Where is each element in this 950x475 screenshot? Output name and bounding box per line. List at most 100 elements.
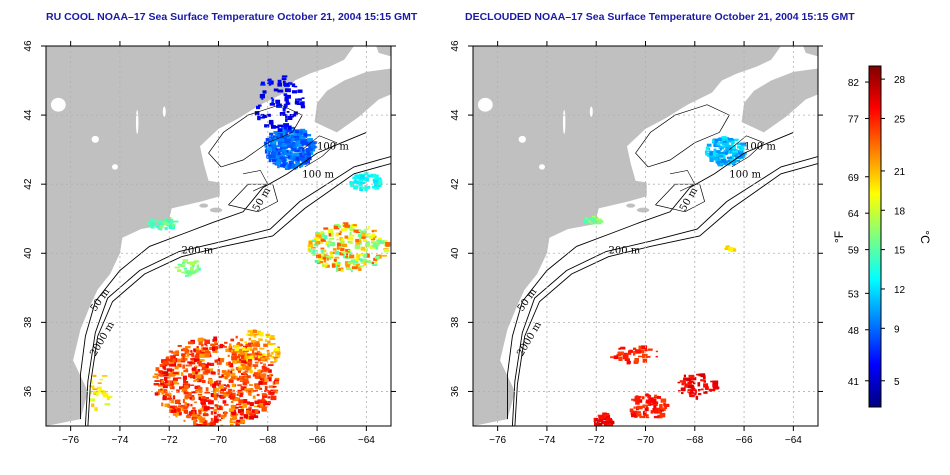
sst-pixel bbox=[722, 141, 727, 143]
sst-pixel bbox=[243, 399, 248, 404]
sst-pixel bbox=[234, 375, 238, 380]
sst-pixel bbox=[374, 186, 380, 190]
sst-pixel bbox=[237, 389, 242, 392]
sst-pixel bbox=[288, 82, 293, 84]
island bbox=[199, 203, 209, 208]
sst-pixel bbox=[302, 152, 305, 157]
sst-pixel bbox=[194, 371, 198, 375]
sst-pixel bbox=[205, 387, 209, 392]
sst-pixel bbox=[365, 243, 370, 248]
sst-pixel bbox=[358, 177, 363, 182]
sst-pixel bbox=[271, 98, 275, 102]
sst-pixel bbox=[594, 221, 601, 225]
fahrenheit-tick-label: 69 bbox=[848, 173, 860, 184]
sst-pixel bbox=[593, 417, 596, 423]
sst-pixel bbox=[247, 401, 250, 405]
sst-pixel bbox=[305, 148, 310, 152]
sst-pixel bbox=[700, 379, 706, 382]
sst-pixel bbox=[260, 373, 266, 378]
sst-pixel bbox=[703, 380, 706, 383]
sst-pixel bbox=[315, 232, 321, 236]
sst-pixel bbox=[214, 406, 217, 408]
sst-pixel bbox=[639, 415, 645, 419]
sst-pixel bbox=[245, 343, 249, 346]
sst-pixel bbox=[726, 156, 733, 159]
sst-pixel bbox=[230, 370, 233, 374]
sst-pixel bbox=[625, 352, 629, 357]
sst-pixel bbox=[267, 357, 271, 360]
sst-pixel bbox=[695, 395, 699, 400]
sst-pixel bbox=[598, 422, 603, 426]
sst-pixel bbox=[257, 403, 264, 408]
sst-pixel bbox=[252, 348, 258, 351]
sst-pixel bbox=[741, 146, 745, 151]
sst-pixel bbox=[238, 366, 243, 371]
sst-pixel bbox=[283, 93, 288, 97]
sst-pixel bbox=[691, 377, 697, 381]
sst-pixel bbox=[229, 362, 234, 368]
sst-pixel bbox=[220, 424, 224, 426]
sst-pixel bbox=[367, 226, 371, 229]
right-panel-title: DECLOUDED NOAA–17 Sea Surface Temperatur… bbox=[465, 11, 855, 23]
sst-pixel bbox=[238, 399, 245, 404]
lake bbox=[477, 97, 493, 112]
left-panel-title: RU COOL NOAA–17 Sea Surface Temperature … bbox=[46, 11, 418, 23]
sst-pixel bbox=[739, 148, 743, 152]
sst-pixel bbox=[300, 133, 304, 135]
bathymetry-contour bbox=[208, 104, 303, 168]
sst-pixel bbox=[269, 146, 275, 149]
sst-pixel bbox=[200, 399, 207, 401]
sst-pixel bbox=[244, 370, 249, 373]
sst-pixel bbox=[283, 123, 289, 128]
sst-pixel bbox=[329, 254, 334, 257]
sst-pixel bbox=[197, 393, 203, 396]
sst-pixel bbox=[162, 360, 169, 365]
sst-pixel bbox=[276, 145, 283, 148]
sst-pixel bbox=[681, 392, 684, 395]
sst-pixel bbox=[235, 406, 239, 409]
sst-pixel bbox=[187, 341, 194, 345]
sst-pixel bbox=[266, 147, 273, 151]
x-tick-label: −76 bbox=[62, 435, 79, 446]
sst-pixel bbox=[209, 347, 214, 350]
sst-pixel bbox=[262, 114, 267, 118]
sst-pixel bbox=[163, 389, 167, 394]
sst-pixel bbox=[327, 228, 333, 234]
sst-pixel bbox=[199, 417, 206, 422]
sst-pixel bbox=[363, 234, 368, 238]
sst-pixel bbox=[278, 149, 282, 152]
sst-pixel bbox=[252, 395, 256, 399]
sst-pixel bbox=[99, 389, 105, 392]
sst-pixel bbox=[594, 421, 598, 426]
sst-pixel bbox=[103, 392, 106, 394]
sst-pixel bbox=[730, 248, 737, 252]
sst-pixel bbox=[240, 347, 246, 349]
sst-pixel bbox=[223, 387, 227, 389]
sst-pixel bbox=[358, 265, 365, 267]
sst-pixel bbox=[252, 350, 255, 354]
sst-pixel bbox=[274, 131, 280, 135]
sst-pixel bbox=[252, 409, 257, 414]
sst-pixel bbox=[246, 360, 253, 365]
sst-pixel bbox=[271, 125, 276, 129]
sst-pixel bbox=[297, 131, 300, 136]
sst-pixel bbox=[267, 364, 274, 366]
sst-pixel bbox=[719, 148, 722, 151]
sst-pixel bbox=[183, 419, 186, 422]
sst-pixel bbox=[207, 400, 214, 405]
sst-pixel bbox=[277, 133, 283, 137]
sst-pixel bbox=[266, 349, 270, 352]
sst-pixel bbox=[273, 125, 280, 129]
sst-pixel bbox=[730, 155, 733, 158]
sst-pixel bbox=[247, 353, 251, 356]
bathymetry-contour bbox=[729, 135, 765, 168]
sst-pixel bbox=[597, 414, 602, 417]
sst-pixel bbox=[171, 381, 174, 384]
sst-pixel bbox=[156, 375, 159, 379]
sst-pixel bbox=[261, 381, 268, 385]
sst-pixel bbox=[366, 260, 371, 263]
sst-pixel bbox=[248, 406, 252, 410]
sst-pixel bbox=[311, 145, 318, 149]
sst-pixel bbox=[268, 400, 271, 404]
sst-pixel bbox=[220, 414, 227, 418]
